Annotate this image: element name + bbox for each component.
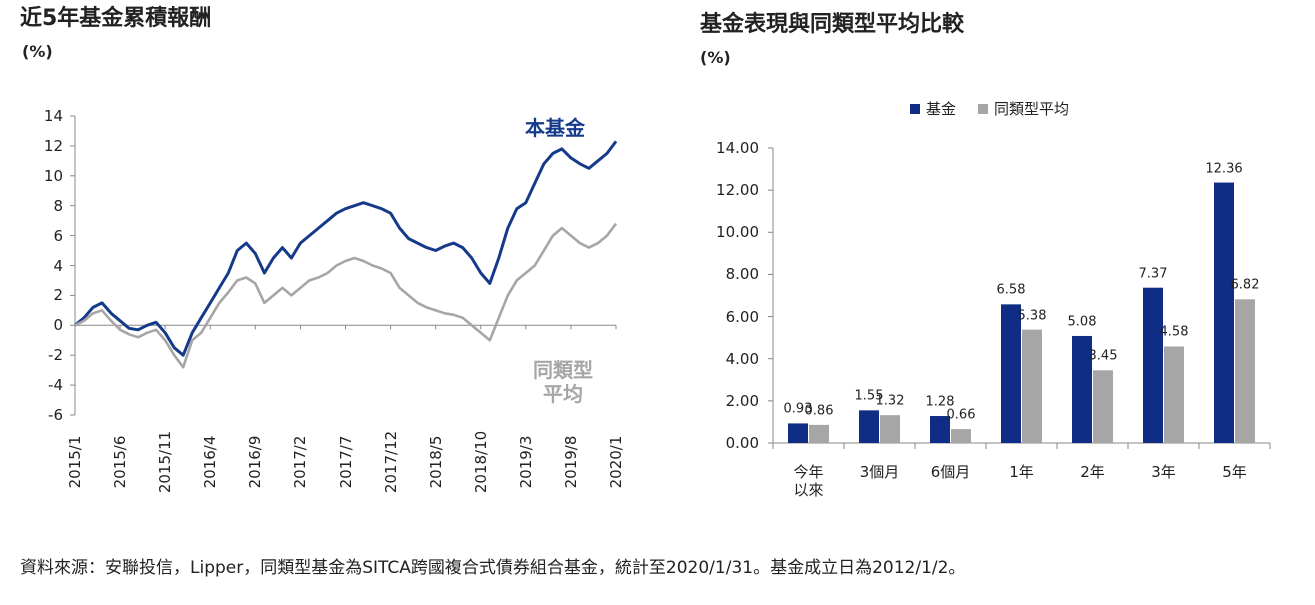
y-tick-label: 14.00	[716, 139, 759, 157]
legend-label: 基金	[926, 100, 957, 118]
chart-title: 近5年基金累積報酬	[20, 6, 212, 31]
y-tick-label: -6	[48, 406, 63, 424]
legend-label: 本基金	[525, 116, 585, 140]
y-tick-label: 6.00	[725, 307, 759, 326]
x-tick-label: 2015/11	[156, 430, 175, 494]
value-label: 3.45	[1088, 348, 1118, 364]
x-tick-label: 2019/3	[516, 435, 535, 489]
value-label: 5.08	[1067, 314, 1097, 330]
y-tick-label: 10.00	[716, 223, 759, 242]
y-tick-label: 10	[43, 166, 63, 185]
x-tick-label: 1年	[1009, 463, 1034, 481]
bar	[809, 424, 829, 443]
y-tick-label: -2	[48, 346, 63, 365]
value-label: 4.58	[1159, 324, 1189, 340]
y-tick-label: 14	[43, 107, 63, 125]
bar	[1001, 304, 1021, 443]
bar	[1214, 182, 1234, 444]
x-tick-label: 2018/10	[471, 430, 490, 494]
x-tick-label: 今年 以來	[793, 463, 824, 499]
value-label: 5.38	[1017, 308, 1047, 324]
value-label: 7.37	[1138, 266, 1168, 282]
x-tick-label: 2年	[1080, 463, 1105, 481]
bar	[1164, 346, 1184, 443]
chart-title: 基金表現與同類型平均比較	[700, 12, 965, 37]
x-tick-label: 3個月	[859, 463, 900, 481]
y-tick-label: 0.00	[725, 434, 759, 452]
y-tick-label: 0	[53, 316, 63, 335]
y-tick-label: 8	[53, 196, 63, 215]
bar	[1022, 329, 1042, 443]
bar	[1235, 299, 1255, 443]
source-note: 資料來源：安聯投信，Lipper，同類型基金為SITCA跨國複合式債券組合基金，…	[20, 557, 966, 578]
value-label: 6.58	[996, 282, 1026, 298]
x-tick-label: 2017/7	[336, 435, 355, 489]
y-tick-label: 6	[53, 226, 63, 245]
x-tick-label: 2016/4	[201, 435, 220, 489]
x-tick-label: 2016/9	[246, 435, 265, 489]
bar	[951, 429, 971, 443]
legend-label: 同類型 平均	[533, 358, 593, 406]
bar	[788, 423, 808, 443]
value-label: 12.36	[1205, 160, 1243, 176]
legend-swatch	[910, 104, 920, 114]
bar	[1143, 287, 1163, 443]
series-line	[74, 140, 618, 357]
series-line	[74, 222, 618, 369]
x-tick-label: 3年	[1151, 463, 1176, 481]
y-tick-label: 2	[53, 286, 63, 305]
y-tick-label: 4	[53, 256, 63, 275]
value-label: 1.32	[875, 393, 905, 409]
x-tick-label: 2017/12	[381, 430, 400, 494]
bar	[930, 416, 950, 443]
x-tick-label: 2018/5	[426, 435, 445, 489]
y-tick-label: 4.00	[725, 349, 759, 368]
x-tick-label: 5年	[1222, 463, 1247, 481]
x-tick-label: 2020/1	[607, 435, 625, 489]
x-tick-label: 2015/6	[111, 435, 130, 489]
bar	[1093, 370, 1113, 443]
chart-subtitle: (%)	[700, 48, 731, 67]
y-tick-label: 12	[43, 136, 63, 155]
bar	[880, 415, 900, 443]
bar	[859, 410, 879, 443]
y-tick-label: -4	[48, 376, 63, 395]
bar	[1072, 335, 1092, 443]
legend-label: 同類型平均	[994, 100, 1070, 118]
y-tick-label: 12.00	[716, 181, 759, 200]
x-tick-label: 2015/1	[66, 435, 84, 489]
value-label: 0.66	[946, 407, 976, 423]
x-tick-label: 2019/8	[561, 435, 580, 489]
legend-swatch	[978, 104, 988, 114]
y-tick-label: 8.00	[725, 265, 759, 284]
value-label: 0.93	[783, 401, 813, 417]
value-label: 1.28	[925, 394, 955, 410]
value-label: 0.86	[804, 403, 834, 419]
y-tick-label: 2.00	[725, 391, 759, 410]
value-label: 6.82	[1230, 277, 1260, 293]
x-tick-label: 6個月	[930, 463, 971, 481]
value-label: 1.55	[854, 388, 884, 404]
chart-subtitle: (%)	[22, 42, 53, 61]
x-tick-label: 2017/2	[291, 435, 310, 489]
